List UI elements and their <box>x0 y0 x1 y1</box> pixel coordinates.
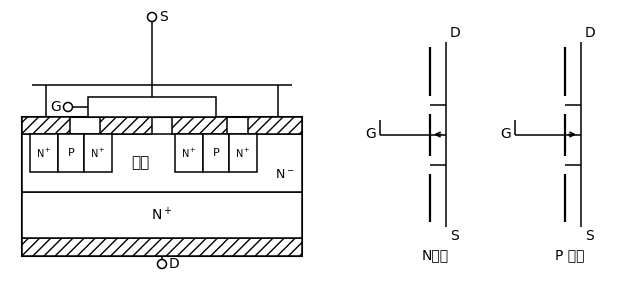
Text: N$^+$: N$^+$ <box>181 146 197 160</box>
Bar <box>88 97 216 117</box>
Text: D: D <box>585 26 596 40</box>
Bar <box>100 117 152 134</box>
Bar <box>248 117 302 134</box>
Text: D: D <box>450 26 461 40</box>
Text: S: S <box>159 10 168 24</box>
Text: 沟道: 沟道 <box>131 155 149 171</box>
Bar <box>22 134 302 192</box>
Text: P: P <box>67 148 74 158</box>
Text: S: S <box>450 229 459 243</box>
Text: N$^-$: N$^-$ <box>275 168 295 180</box>
Text: P: P <box>213 148 220 158</box>
Text: N$^+$: N$^+$ <box>36 146 52 160</box>
Text: N$^+$: N$^+$ <box>152 206 173 224</box>
Bar <box>172 117 227 134</box>
Text: G: G <box>365 127 376 142</box>
Text: G: G <box>500 127 511 142</box>
Bar <box>22 117 302 256</box>
Bar <box>229 134 257 172</box>
Text: S: S <box>585 229 594 243</box>
Circle shape <box>148 12 157 21</box>
Bar <box>203 134 229 172</box>
Text: N$^+$: N$^+$ <box>235 146 251 160</box>
Text: N$^+$: N$^+$ <box>91 146 106 160</box>
Bar <box>58 134 84 172</box>
Bar <box>22 238 302 256</box>
Text: G: G <box>50 100 61 114</box>
Text: D: D <box>169 257 180 271</box>
Text: N沟道: N沟道 <box>421 248 449 262</box>
Bar <box>175 134 203 172</box>
Bar <box>30 134 58 172</box>
Text: P 沟道: P 沟道 <box>555 248 585 262</box>
Bar <box>22 117 70 134</box>
Bar <box>84 134 112 172</box>
Circle shape <box>157 259 166 268</box>
Circle shape <box>64 102 73 111</box>
Bar <box>22 192 302 238</box>
